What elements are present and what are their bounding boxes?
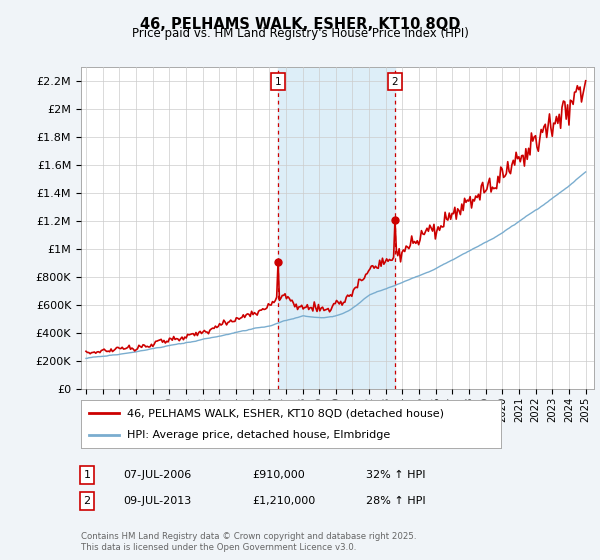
Text: 1: 1 [275, 77, 281, 87]
Text: HPI: Average price, detached house, Elmbridge: HPI: Average price, detached house, Elmb… [127, 430, 391, 440]
Bar [278, 67, 395, 389]
Text: 1: 1 [83, 470, 91, 480]
Text: £1,210,000: £1,210,000 [252, 496, 315, 506]
Text: £910,000: £910,000 [252, 470, 305, 480]
Text: 07-JUL-2006: 07-JUL-2006 [123, 470, 191, 480]
Text: 09-JUL-2013: 09-JUL-2013 [123, 496, 191, 506]
Text: 46, PELHAMS WALK, ESHER, KT10 8QD (detached house): 46, PELHAMS WALK, ESHER, KT10 8QD (detac… [127, 408, 444, 418]
Text: 28% ↑ HPI: 28% ↑ HPI [366, 496, 425, 506]
Text: 2: 2 [391, 77, 398, 87]
Text: 2: 2 [83, 496, 91, 506]
Text: Contains HM Land Registry data © Crown copyright and database right 2025.
This d: Contains HM Land Registry data © Crown c… [81, 532, 416, 552]
Text: 46, PELHAMS WALK, ESHER, KT10 8QD: 46, PELHAMS WALK, ESHER, KT10 8QD [140, 17, 460, 32]
Text: 32% ↑ HPI: 32% ↑ HPI [366, 470, 425, 480]
Text: Price paid vs. HM Land Registry's House Price Index (HPI): Price paid vs. HM Land Registry's House … [131, 27, 469, 40]
